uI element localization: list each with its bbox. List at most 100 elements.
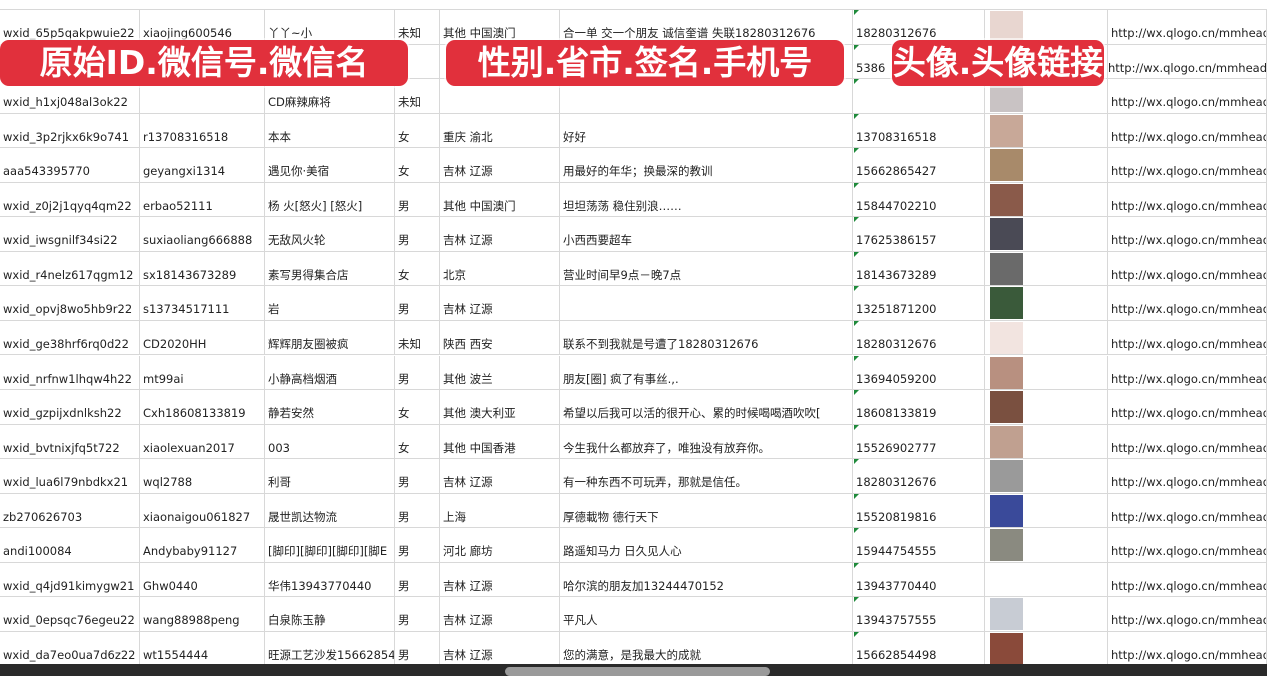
avatar-cell[interactable]: [985, 113, 1108, 148]
region-cell[interactable]: 其他 中国澳门: [440, 182, 560, 217]
phone-cell[interactable]: 18280312676: [853, 320, 985, 355]
original-id-cell[interactable]: wxid_q4jd91kimygw21: [0, 562, 140, 597]
avatar-link-cell[interactable]: http://wx.qlogo.cn/mmhead: [1108, 493, 1267, 528]
wechat-name-cell[interactable]: 辉辉朋友圈被疯: [265, 320, 395, 355]
region-cell[interactable]: 重庆 渝北: [440, 113, 560, 148]
avatar-link-cell[interactable]: http://wx.qlogo.cn/mmhead: [1108, 182, 1267, 217]
avatar-cell[interactable]: [985, 631, 1108, 664]
signature-cell[interactable]: 厚德載物 德行天下: [560, 493, 853, 528]
signature-cell[interactable]: 平凡人: [560, 597, 853, 631]
wechat-name-cell[interactable]: 小静高档烟酒: [265, 355, 395, 390]
original-id-cell[interactable]: wxid_z0j2j1qyq4qm22: [0, 182, 140, 217]
region-cell[interactable]: 其他 波兰: [440, 355, 560, 390]
region-cell[interactable]: 吉林 辽源: [440, 631, 560, 664]
avatar-link-cell[interactable]: http://wx.qlogo.cn/mmhead: [1108, 10, 1267, 44]
wechat-id-cell[interactable]: xiaojing600546: [140, 10, 265, 44]
region-cell[interactable]: 吉林 辽源: [440, 597, 560, 631]
signature-cell[interactable]: 今生我什么都放弃了，唯独没有放弃你。: [560, 424, 853, 459]
avatar-cell[interactable]: [985, 251, 1108, 286]
wechat-name-cell[interactable]: 丫丫~小: [265, 10, 395, 44]
gender-cell[interactable]: 男: [395, 217, 440, 251]
wechat-id-cell[interactable]: r13708316518: [140, 113, 265, 148]
phone-cell[interactable]: 15944754555: [853, 528, 985, 562]
signature-cell[interactable]: 用最好的年华；换最深的教训: [560, 148, 853, 182]
signature-cell[interactable]: 好好: [560, 113, 853, 148]
phone-cell[interactable]: 18280312676: [853, 459, 985, 493]
region-cell[interactable]: 其他 中国澳门: [440, 10, 560, 44]
avatar-link-cell[interactable]: http://wx.qlogo.cn/mmhead: [1108, 424, 1267, 459]
phone-cell[interactable]: 15520819816: [853, 493, 985, 528]
avatar-cell[interactable]: [985, 528, 1108, 562]
phone-cell[interactable]: 15526902777: [853, 424, 985, 459]
phone-cell[interactable]: 15844702210: [853, 182, 985, 217]
signature-cell[interactable]: 希望以后我可以活的很开心、累的时候喝喝酒吹吹[: [560, 390, 853, 424]
avatar-link-cell[interactable]: http://wx.qlogo.cn/mmhead: [1108, 79, 1267, 113]
wechat-id-cell[interactable]: xiaonaigou061827: [140, 493, 265, 528]
avatar-link-cell[interactable]: http://wx.qlogo.cn/mmhead: [1108, 44, 1267, 79]
region-cell[interactable]: 北京: [440, 251, 560, 286]
gender-cell[interactable]: 男: [395, 182, 440, 217]
avatar-link-cell[interactable]: http://wx.qlogo.cn/mmhead: [1108, 355, 1267, 390]
gender-cell[interactable]: 男: [395, 528, 440, 562]
wechat-id-cell[interactable]: sx18143673289: [140, 251, 265, 286]
original-id-cell[interactable]: zb270626703: [0, 493, 140, 528]
avatar-link-cell[interactable]: http://wx.qlogo.cn/mmhead: [1108, 528, 1267, 562]
wechat-id-cell[interactable]: Andybaby91127: [140, 528, 265, 562]
original-id-cell[interactable]: wxid_r4nelz617qgm12: [0, 251, 140, 286]
avatar-link-cell[interactable]: http://wx.qlogo.cn/mmhead: [1108, 631, 1267, 664]
signature-cell[interactable]: 您的满意，是我最大的成就: [560, 631, 853, 664]
wechat-name-cell[interactable]: 本本: [265, 113, 395, 148]
original-id-cell[interactable]: wxid_gzpijxdnlksh22: [0, 390, 140, 424]
wechat-name-cell[interactable]: 旺源工艺沙发15662854: [265, 631, 395, 664]
avatar-link-cell[interactable]: http://wx.qlogo.cn/mmhead: [1108, 390, 1267, 424]
original-id-cell[interactable]: wxid_0epsqc76egeu22: [0, 597, 140, 631]
original-id-cell[interactable]: wxid_h1xj048al3ok22: [0, 79, 140, 113]
avatar-cell[interactable]: [985, 459, 1108, 493]
gender-cell[interactable]: 男: [395, 597, 440, 631]
region-cell[interactable]: 上海: [440, 493, 560, 528]
region-cell[interactable]: 其他 中国香港: [440, 424, 560, 459]
phone-cell[interactable]: 18608133819: [853, 390, 985, 424]
wechat-id-cell[interactable]: CD2020HH: [140, 320, 265, 355]
signature-cell[interactable]: 联系不到我就是号遭了18280312676: [560, 320, 853, 355]
avatar-cell[interactable]: [985, 355, 1108, 390]
wechat-name-cell[interactable]: 岩: [265, 286, 395, 320]
wechat-id-cell[interactable]: [140, 79, 265, 113]
avatar-cell[interactable]: [985, 320, 1108, 355]
signature-cell[interactable]: 有一种东西不可玩弄，那就是信任。: [560, 459, 853, 493]
region-cell[interactable]: [440, 79, 560, 113]
wechat-name-cell[interactable]: 利哥: [265, 459, 395, 493]
avatar-link-cell[interactable]: http://wx.qlogo.cn/mmhead: [1108, 113, 1267, 148]
phone-cell[interactable]: 18143673289: [853, 251, 985, 286]
original-id-cell[interactable]: wxid_3p2rjkx6k9o741: [0, 113, 140, 148]
wechat-name-cell[interactable]: 003: [265, 424, 395, 459]
signature-cell[interactable]: 营业时间早9点－晚7点: [560, 251, 853, 286]
avatar-cell[interactable]: [985, 562, 1108, 597]
wechat-id-cell[interactable]: s13734517111: [140, 286, 265, 320]
original-id-cell[interactable]: wxid_lua6l79nbdkx21: [0, 459, 140, 493]
phone-cell[interactable]: 15662865427: [853, 148, 985, 182]
gender-cell[interactable]: 女: [395, 113, 440, 148]
original-id-cell[interactable]: wxid_65p5qakpwuie22: [0, 10, 140, 44]
gender-cell[interactable]: 男: [395, 631, 440, 664]
wechat-id-cell[interactable]: wql2788: [140, 459, 265, 493]
wechat-name-cell[interactable]: 白泉陈玉静: [265, 597, 395, 631]
avatar-cell[interactable]: [985, 597, 1108, 631]
avatar-link-cell[interactable]: http://wx.qlogo.cn/mmhead: [1108, 320, 1267, 355]
phone-cell[interactable]: 17625386157: [853, 217, 985, 251]
avatar-cell[interactable]: [985, 390, 1108, 424]
avatar-link-cell[interactable]: http://wx.qlogo.cn/mmhead: [1108, 148, 1267, 182]
avatar-cell[interactable]: [985, 286, 1108, 320]
phone-cell[interactable]: 15662854498: [853, 631, 985, 664]
wechat-name-cell[interactable]: 静若安然: [265, 390, 395, 424]
wechat-id-cell[interactable]: mt99ai: [140, 355, 265, 390]
signature-cell[interactable]: 朋友[圈] 疯了有事丝.,.: [560, 355, 853, 390]
avatar-cell[interactable]: [985, 148, 1108, 182]
phone-cell[interactable]: 13251871200: [853, 286, 985, 320]
region-cell[interactable]: 吉林 辽源: [440, 562, 560, 597]
original-id-cell[interactable]: wxid_nrfnw1lhqw4h22: [0, 355, 140, 390]
gender-cell[interactable]: 女: [395, 251, 440, 286]
gender-cell[interactable]: 未知: [395, 79, 440, 113]
phone-cell[interactable]: 18280312676: [853, 10, 985, 44]
wechat-name-cell[interactable]: [脚印][脚印][脚印][脚E: [265, 528, 395, 562]
